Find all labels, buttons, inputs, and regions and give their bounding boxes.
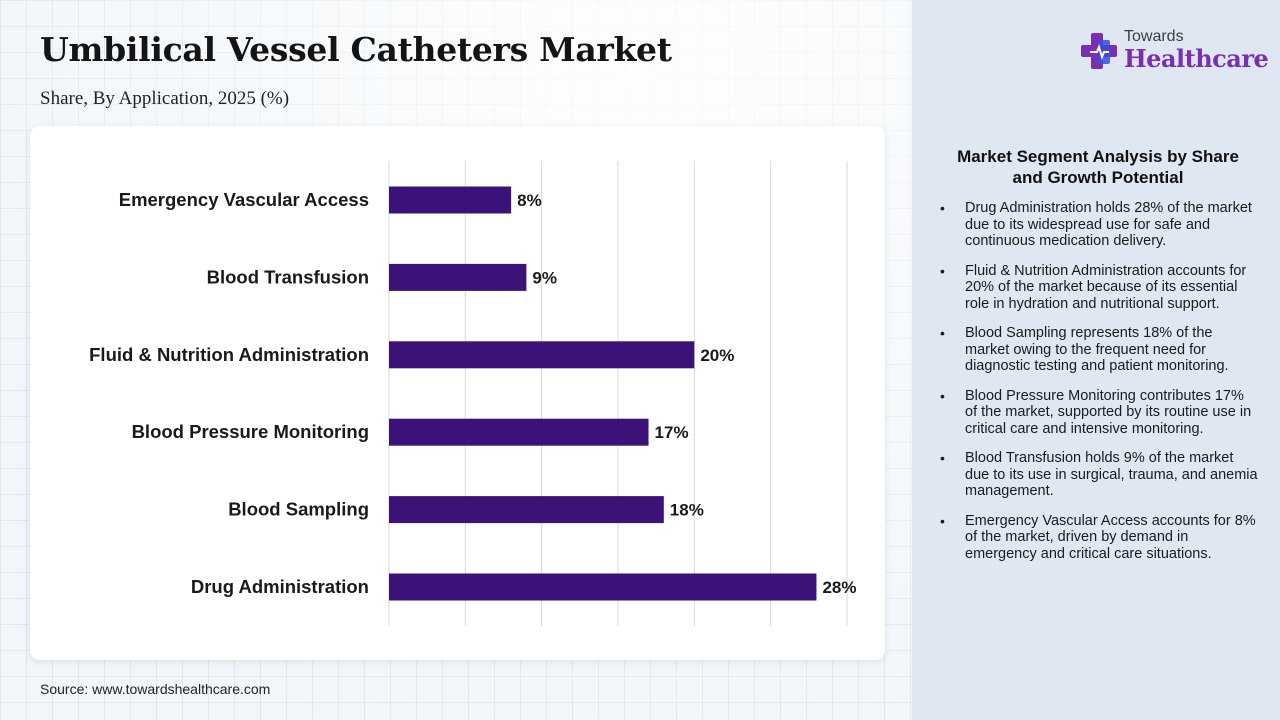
bar <box>389 341 695 369</box>
brand-logo: Towards Healthcare <box>1078 28 1269 78</box>
medical-cross-icon <box>1081 33 1117 69</box>
brand-line-1: Towards <box>1124 28 1184 45</box>
value-label: 9% <box>532 268 557 287</box>
insight-text: Drug Administration holds 28% of the mar… <box>965 200 1252 249</box>
bar <box>389 496 664 524</box>
page-subtitle: Share, By Application, 2025 (%) <box>40 88 290 109</box>
source-note: Source: www.towardshealthcare.com <box>40 681 271 697</box>
bullet-icon: • <box>940 450 945 466</box>
bullet-icon: • <box>940 512 945 529</box>
insight-item: • Blood Transfusion holds 9% of the marke… <box>940 450 1258 500</box>
bullet-icon: • <box>940 325 945 341</box>
value-label: 18% <box>670 501 704 520</box>
category-label: Drug Administration <box>191 576 369 597</box>
insight-item: • Fluid & Nutrition Administration accoun… <box>940 263 1258 313</box>
insight-text: Emergency Vascular Access accounts for 8… <box>965 512 1256 562</box>
bar-chart: Emergency Vascular Access 8% Blood Transfu… <box>89 161 856 626</box>
insights-panel <box>912 0 1280 720</box>
insight-item: • Blood Pressure Monitoring contributes 1… <box>940 388 1258 438</box>
category-label: Blood Pressure Monitoring <box>132 421 369 442</box>
page-title: Umbilical Vessel Catheters Market <box>40 30 672 69</box>
insight-text: Blood Transfusion holds 9% of the market… <box>965 450 1258 499</box>
insights-list: • Drug Administration holds 28% of the ma… <box>940 200 1258 575</box>
chart-card: Emergency Vascular Access 8% Blood Transfu… <box>30 126 885 660</box>
insight-item: • Blood Sampling represents 18% of the ma… <box>940 325 1258 375</box>
bullet-icon: • <box>940 387 945 404</box>
value-label: 17% <box>655 423 689 442</box>
value-label: 28% <box>822 578 856 597</box>
category-label: Fluid & Nutrition Administration <box>89 344 369 365</box>
panel-heading: Market Segment Analysis by Share and Gro… <box>957 147 1239 187</box>
brand-line-2: Healthcare <box>1124 44 1269 73</box>
insight-item: • Emergency Vascular Access accounts for … <box>940 513 1258 563</box>
insight-item: • Drug Administration holds 28% of the ma… <box>940 200 1258 250</box>
bullet-icon: • <box>940 200 945 216</box>
bullet-icon: • <box>940 262 945 279</box>
insight-text: Fluid & Nutrition Administration account… <box>965 262 1247 312</box>
bar <box>389 263 527 291</box>
category-label: Blood Transfusion <box>207 266 369 287</box>
bar <box>389 418 649 446</box>
value-label: 20% <box>700 346 734 365</box>
insight-text: Blood Sampling represents 18% of the mar… <box>965 325 1229 374</box>
category-label: Emergency Vascular Access <box>119 189 369 210</box>
insight-text: Blood Pressure Monitoring contributes 17… <box>965 387 1252 437</box>
bar <box>389 186 512 214</box>
category-label: Blood Sampling <box>228 499 369 520</box>
bar <box>389 573 817 601</box>
value-label: 8% <box>517 191 542 210</box>
